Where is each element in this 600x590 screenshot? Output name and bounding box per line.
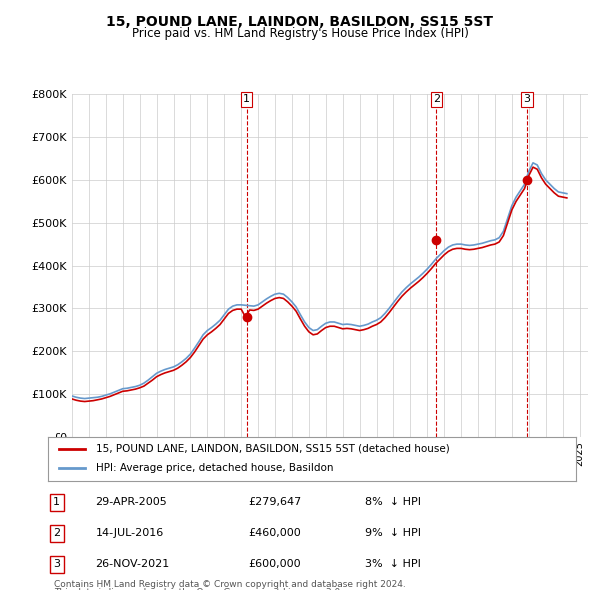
Text: 15, POUND LANE, LAINDON, BASILDON, SS15 5ST: 15, POUND LANE, LAINDON, BASILDON, SS15 … [107, 15, 493, 29]
Text: 3: 3 [524, 94, 530, 104]
Text: 2: 2 [433, 94, 440, 104]
Text: 29-APR-2005: 29-APR-2005 [95, 497, 167, 507]
Text: This data is licensed under the Open Government Licence v3.0.: This data is licensed under the Open Gov… [54, 588, 343, 590]
Text: Price paid vs. HM Land Registry's House Price Index (HPI): Price paid vs. HM Land Registry's House … [131, 27, 469, 40]
Text: 2: 2 [53, 529, 61, 538]
Text: 8%  ↓ HPI: 8% ↓ HPI [365, 497, 421, 507]
Text: 14-JUL-2016: 14-JUL-2016 [95, 529, 164, 538]
Text: 15, POUND LANE, LAINDON, BASILDON, SS15 5ST (detached house): 15, POUND LANE, LAINDON, BASILDON, SS15 … [95, 444, 449, 454]
Text: Contains HM Land Registry data © Crown copyright and database right 2024.: Contains HM Land Registry data © Crown c… [54, 581, 406, 589]
Text: 9%  ↓ HPI: 9% ↓ HPI [365, 529, 421, 538]
Text: £600,000: £600,000 [248, 559, 301, 569]
Text: 3%  ↓ HPI: 3% ↓ HPI [365, 559, 421, 569]
Text: 26-NOV-2021: 26-NOV-2021 [95, 559, 170, 569]
Text: HPI: Average price, detached house, Basildon: HPI: Average price, detached house, Basi… [95, 464, 333, 473]
Text: 1: 1 [243, 94, 250, 104]
Text: £279,647: £279,647 [248, 497, 302, 507]
Text: £460,000: £460,000 [248, 529, 301, 538]
Text: 1: 1 [53, 497, 60, 507]
Text: 3: 3 [53, 559, 60, 569]
